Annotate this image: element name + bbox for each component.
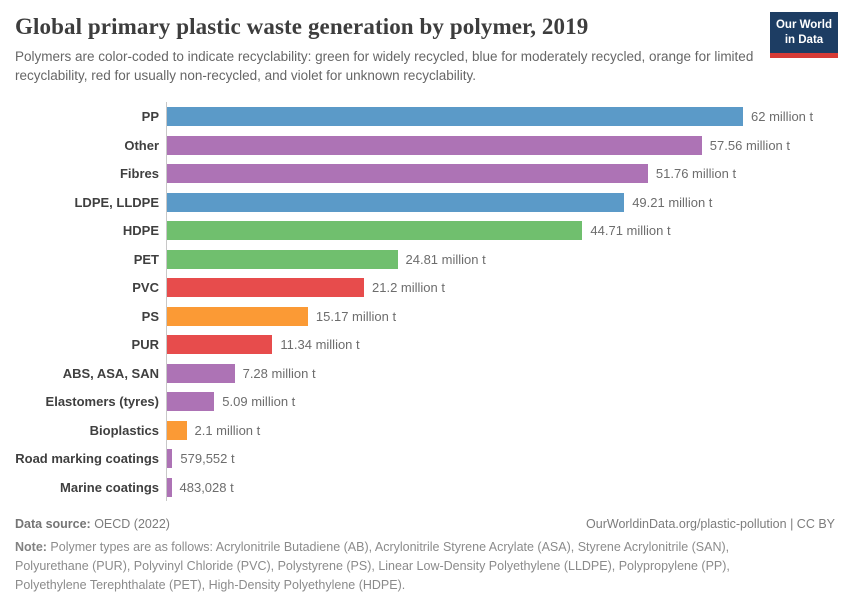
bar-track: 21.2 million t (166, 273, 742, 302)
bar-track: 49.21 million t (166, 187, 742, 217)
owid-logo-line2: in Data (784, 33, 824, 46)
chart-row-pvc: PVC 21.2 million t (15, 273, 850, 302)
bar-road-marking-coatings[interactable] (167, 449, 173, 469)
value-label: 11.34 million t (280, 337, 360, 353)
bar-track: 51.76 million t (166, 159, 742, 188)
attribution: OurWorldinData.org/plastic-pollution | C… (586, 517, 835, 531)
value-label: 51.76 million t (655, 166, 737, 182)
license-label: CC BY (796, 517, 835, 532)
category-label: PUR (131, 337, 159, 353)
category-label: PVC (132, 280, 159, 296)
note-label: Note: (15, 540, 47, 555)
bar-marine-coatings[interactable] (167, 477, 172, 497)
category-label: PET (133, 251, 159, 267)
chart-row-pp: PP 62 million t (15, 102, 850, 131)
value-label: 24.81 million t (405, 251, 486, 267)
chart-row-ldpe-lldpe: LDPE, LLDPE 49.21 million t (15, 187, 850, 217)
bar-other[interactable] (167, 135, 702, 155)
bar-pur[interactable] (167, 335, 273, 355)
value-label: 5.09 million t (222, 394, 296, 410)
bar-track: 483,028 t (166, 472, 742, 502)
owid-logo-line1: Our World (775, 19, 832, 31)
chart-row-fibres: Fibres 51.76 million t (15, 159, 850, 188)
category-label: Road marking coatings (15, 451, 159, 467)
owid-logo: Our World in Data (770, 12, 838, 58)
chart-row-other: Other 57.56 million t (15, 130, 850, 160)
data-source: Data source: OECD (2022) (15, 517, 170, 531)
owid-link[interactable]: OurWorldinData.org/plastic-pollution (586, 517, 787, 532)
value-label: 15.17 million t (315, 308, 397, 324)
chart-row-pur: PUR 11.34 million t (15, 330, 850, 359)
chart-row-ps: PS 15.17 million t (15, 301, 850, 331)
bar-pet[interactable] (167, 249, 398, 269)
bar-ps[interactable] (167, 306, 308, 326)
data-source-value: OECD (2022) (90, 517, 170, 532)
bar-bioplastics[interactable] (167, 420, 187, 440)
bar-track: 57.56 million t (166, 130, 790, 160)
source-line: Data source: OECD (2022) OurWorldinData.… (15, 517, 835, 531)
category-label: Fibres (119, 166, 159, 182)
chart-row-abs-asa-san: ABS, ASA, SAN 7.28 million t (15, 358, 850, 388)
bar-fibres[interactable] (167, 164, 648, 184)
chart-title: Global primary plastic waste generation … (15, 14, 589, 39)
category-label: PS (141, 308, 159, 324)
value-label: 49.21 million t (632, 194, 713, 210)
value-label: 57.56 million t (709, 137, 791, 153)
chart-footer: Data source: OECD (2022) OurWorldinData.… (0, 501, 850, 594)
chart-row-road-marking-coatings: Road marking coatings 579,552 t (15, 444, 850, 473)
value-label: 2.1 million t (194, 422, 261, 438)
chart-header: Global primary plastic waste generation … (0, 0, 850, 85)
license-separator: | (786, 517, 797, 532)
chart-subtitle: Polymers are color-coded to indicate rec… (15, 49, 754, 84)
value-label: 7.28 million t (242, 365, 316, 381)
bar-track: 15.17 million t (166, 301, 742, 331)
data-source-label: Data source: (15, 517, 91, 532)
bar-elastomers-tyres[interactable] (167, 392, 215, 412)
bar-abs-asa-san[interactable] (167, 363, 235, 383)
value-label: 62 million t (751, 109, 814, 125)
bar-track: 44.71 million t (166, 216, 742, 245)
note-text: Polymer types are as follows: Acrylonitr… (15, 540, 730, 592)
bar-hdpe[interactable] (167, 221, 583, 241)
bar-chart: PP 62 million t Other 57.56 million t Fibres… (15, 102, 850, 502)
bar-ldpe-lldpe[interactable] (167, 192, 625, 212)
bar-track: 7.28 million t (166, 358, 742, 388)
category-label: Other (124, 137, 159, 153)
bar-track: 24.81 million t (166, 244, 742, 274)
category-label: LDPE, LLDPE (74, 194, 159, 210)
chart-row-marine-coatings: Marine coatings 483,028 t (15, 472, 850, 502)
chart-row-hdpe: HDPE 44.71 million t (15, 216, 850, 245)
category-label: Elastomers (tyres) (45, 394, 159, 410)
bar-pp[interactable] (167, 107, 743, 127)
chart-note: Note: Polymer types are as follows: Acry… (15, 538, 760, 594)
value-label: 21.2 million t (372, 280, 445, 296)
chart-row-bioplastics: Bioplastics 2.1 million t (15, 415, 850, 445)
bar-track: 2.1 million t (166, 415, 742, 445)
bar-pvc[interactable] (167, 278, 364, 298)
category-label: ABS, ASA, SAN (62, 365, 159, 381)
chart-row-pet: PET 24.81 million t (15, 244, 850, 274)
chart-row-elastomers-tyres: Elastomers (tyres) 5.09 million t (15, 387, 850, 416)
category-label: HDPE (122, 223, 159, 239)
bar-track: 62 million t (166, 102, 813, 131)
category-label: PP (141, 109, 159, 125)
category-label: Bioplastics (89, 422, 159, 438)
value-label: 579,552 t (180, 451, 235, 467)
value-label: 483,028 t (179, 479, 234, 495)
category-label: Marine coatings (60, 479, 159, 495)
chart-rows: PP 62 million t Other 57.56 million t Fibres… (15, 102, 850, 502)
value-label: 44.71 million t (590, 223, 671, 239)
bar-track: 5.09 million t (166, 387, 742, 416)
bar-track: 11.34 million t (166, 330, 742, 359)
bar-track: 579,552 t (166, 444, 742, 473)
